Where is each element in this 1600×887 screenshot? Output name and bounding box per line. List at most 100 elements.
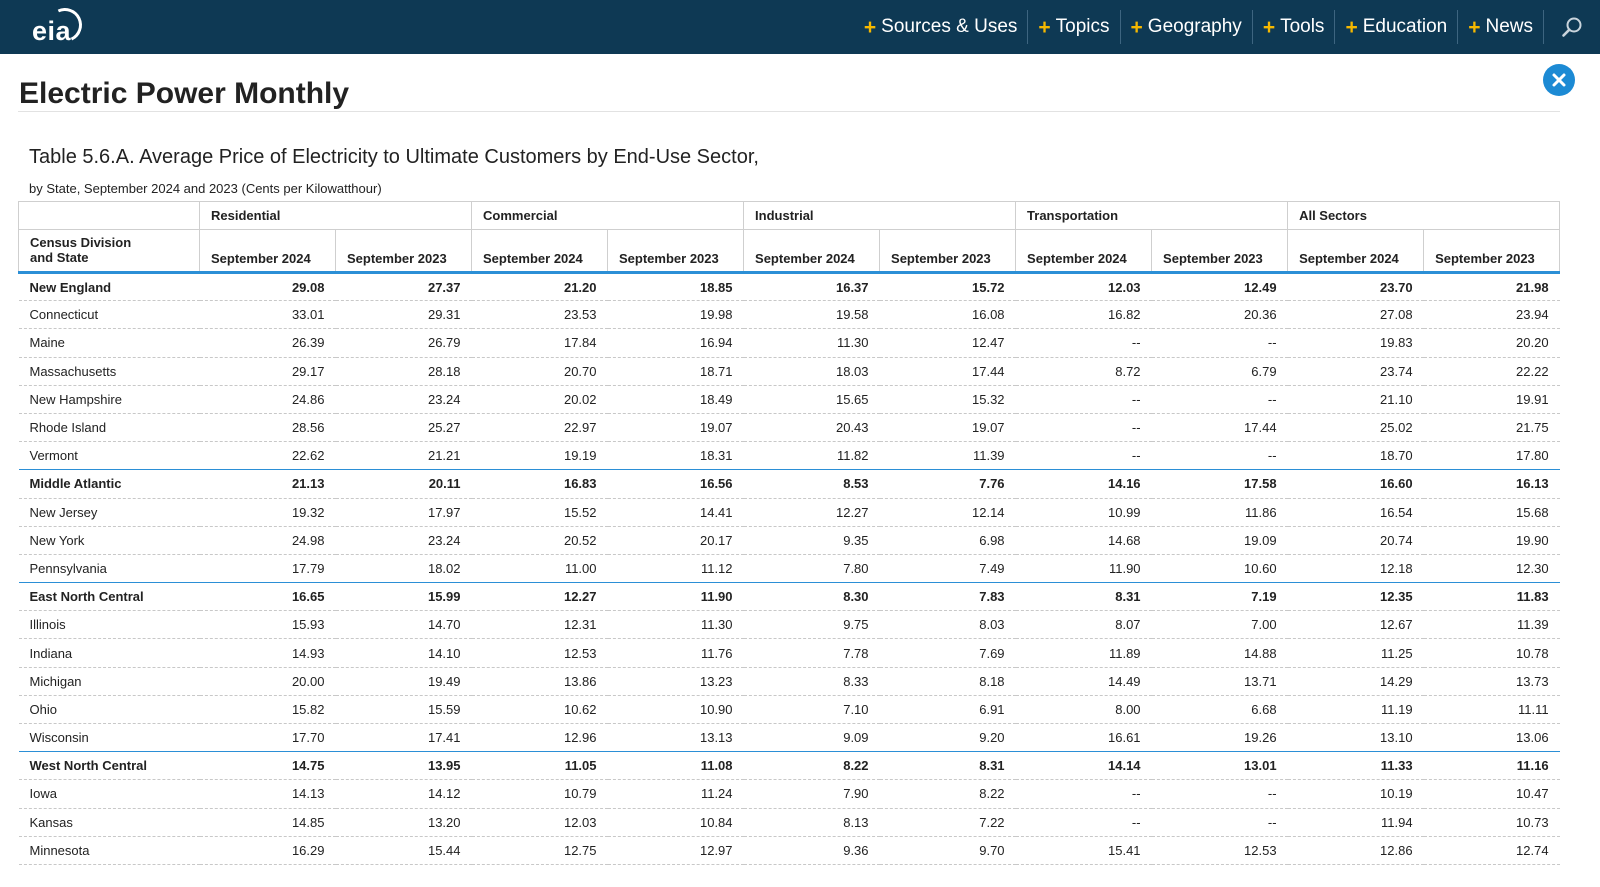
price-cell: 6.79 [1151, 357, 1288, 386]
price-cell: 21.10 [1287, 385, 1424, 414]
price-cell: -- [1015, 385, 1152, 414]
price-cell: 6.68 [1151, 695, 1288, 725]
price-cell: 9.36 [743, 836, 880, 865]
period-header: September 2024 [1287, 229, 1424, 274]
price-cell: 23.74 [1287, 357, 1424, 386]
price-cell: 13.06 [1423, 723, 1560, 753]
price-cell: 19.19 [471, 441, 608, 471]
close-icon [1552, 73, 1566, 87]
price-cell: 21.13 [199, 469, 336, 499]
price-cell: 15.68 [1423, 498, 1560, 527]
plus-icon: + [1468, 15, 1481, 39]
nav-topics[interactable]: + Topics [1028, 10, 1121, 44]
price-cell: 11.76 [607, 638, 744, 668]
price-cell: 21.21 [335, 441, 472, 471]
plus-icon: + [1038, 15, 1051, 39]
nav-item-label: News [1485, 16, 1533, 37]
price-cell: 11.33 [1287, 751, 1424, 781]
price-cell: 8.22 [743, 751, 880, 781]
price-cell: 20.43 [743, 413, 880, 443]
price-cell: 20.74 [1287, 526, 1424, 555]
price-cell: 17.44 [1151, 413, 1288, 443]
price-cell: 18.31 [607, 441, 744, 471]
price-cell: 11.39 [879, 441, 1016, 471]
period-header-row: Census Division and State September 2024 Se… [18, 229, 1561, 274]
price-cell: 22.22 [1423, 357, 1560, 386]
page-title: Electric Power Monthly [19, 77, 350, 110]
price-cell: 13.86 [471, 667, 608, 696]
price-cell: 7.10 [743, 695, 880, 725]
sector-header: All Sectors [1287, 201, 1561, 230]
row-label: New Hampshire [18, 385, 200, 414]
price-cell: 19.98 [607, 300, 744, 330]
price-cell: 20.00 [199, 667, 336, 696]
price-cell: 12.35 [1287, 582, 1424, 612]
state-row: Vermont 22.62 21.21 19.19 18.31 11.82 11.39 -- -… [18, 441, 1560, 471]
nav-news[interactable]: + News [1458, 10, 1544, 44]
nav-education[interactable]: + Education [1335, 10, 1459, 44]
eia-logo[interactable]: eia [28, 3, 88, 48]
sector-header: Commercial [471, 201, 744, 230]
price-cell: 20.17 [607, 526, 744, 555]
price-cell: 14.14 [1015, 751, 1152, 781]
row-label: New Jersey [18, 498, 200, 527]
price-cell: 16.56 [607, 469, 744, 499]
period-header: September 2024 [199, 229, 336, 274]
price-cell: 29.17 [199, 357, 336, 386]
top-navigation-bar: eia + Sources & Uses + Topics + Geography + Too… [0, 0, 1600, 54]
price-cell: 19.09 [1151, 526, 1288, 555]
price-cell: 13.71 [1151, 667, 1288, 696]
price-cell: 11.90 [1015, 554, 1152, 584]
price-cell: 15.32 [879, 385, 1016, 414]
price-cell: 12.96 [471, 723, 608, 753]
price-cell: 12.47 [879, 328, 1016, 358]
nav-sources-uses[interactable]: + Sources & Uses [854, 10, 1029, 44]
price-cell: 15.59 [335, 695, 472, 725]
price-cell: -- [1015, 328, 1152, 358]
price-cell: -- [1015, 779, 1152, 809]
price-cell: 27.37 [335, 272, 472, 302]
nav-geography[interactable]: + Geography [1121, 10, 1253, 44]
price-cell: 18.49 [607, 385, 744, 414]
price-cell: 8.07 [1015, 610, 1152, 640]
price-cell: 26.39 [199, 328, 336, 358]
price-cell: 25.02 [1287, 413, 1424, 443]
price-table: Residential Commercial Industrial Transport… [18, 201, 1561, 865]
logo-text: eia [32, 16, 72, 46]
price-cell: 16.60 [1287, 469, 1424, 499]
price-cell: 19.58 [743, 300, 880, 330]
price-cell: 14.41 [607, 498, 744, 527]
price-cell: 11.82 [743, 441, 880, 471]
price-cell: 22.97 [471, 413, 608, 443]
price-cell: 23.94 [1423, 300, 1560, 330]
price-cell: 10.78 [1423, 638, 1560, 668]
state-row: New Hampshire 24.86 23.24 20.02 18.49 15.65 15… [18, 385, 1560, 414]
price-cell: 7.90 [743, 779, 880, 809]
price-cell: 29.08 [199, 272, 336, 302]
price-cell: 23.70 [1287, 272, 1424, 302]
row-label: West North Central [18, 751, 200, 781]
price-cell: 17.70 [199, 723, 336, 753]
close-button[interactable] [1543, 64, 1575, 96]
price-cell: 8.18 [879, 667, 1016, 696]
row-header-label: Census Division and State [18, 229, 200, 274]
period-header: September 2024 [471, 229, 608, 274]
row-label: Connecticut [18, 300, 200, 330]
price-cell: 29.31 [335, 300, 472, 330]
search-button[interactable] [1544, 0, 1600, 54]
sector-header: Industrial [743, 201, 1016, 230]
period-header: September 2024 [1015, 229, 1152, 274]
state-row: New Jersey 19.32 17.97 15.52 14.41 12.27 12.14… [18, 498, 1560, 527]
nav-item-label: Tools [1280, 16, 1325, 37]
price-cell: 14.16 [1015, 469, 1152, 499]
price-cell: 11.08 [607, 751, 744, 781]
price-cell: 18.02 [335, 554, 472, 584]
price-cell: 11.90 [607, 582, 744, 612]
price-cell: 15.93 [199, 610, 336, 640]
price-cell: 23.53 [471, 300, 608, 330]
price-cell: 11.19 [1287, 695, 1424, 725]
price-cell: 16.65 [199, 582, 336, 612]
price-cell: 7.19 [1151, 582, 1288, 612]
price-cell: 20.52 [471, 526, 608, 555]
nav-tools[interactable]: + Tools [1253, 10, 1336, 44]
